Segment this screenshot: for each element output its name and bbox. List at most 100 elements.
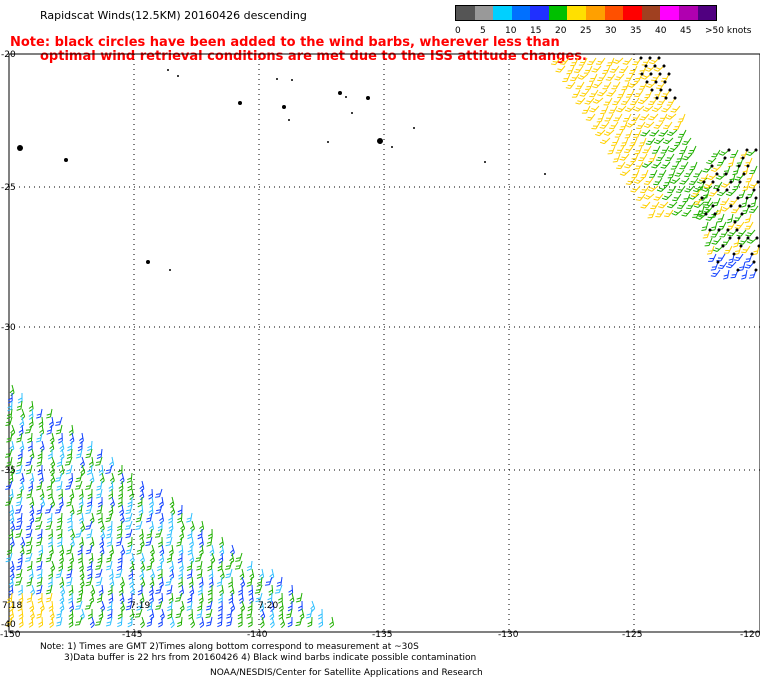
wind-barb (684, 169, 694, 178)
wind-barb (157, 520, 163, 532)
wind-barb (66, 496, 73, 507)
wind-barb (6, 432, 13, 443)
wind-barb (647, 209, 656, 219)
longitude-label: -140 (247, 630, 268, 640)
wind-barb (274, 584, 283, 594)
wind-barb (246, 576, 253, 587)
wind-barb (648, 153, 657, 163)
wind-barb (15, 528, 23, 538)
latitude-label: -40 (1, 620, 16, 630)
wind-barb (78, 512, 84, 524)
wind-barb (24, 424, 33, 434)
wind-barb (719, 228, 730, 238)
wind-barb (57, 528, 63, 540)
wind-barb (591, 65, 602, 73)
wind-barb (656, 185, 668, 192)
wind-barb (97, 512, 103, 524)
wind-barb (207, 560, 213, 572)
wind-barb (7, 592, 13, 604)
wind-barb (219, 536, 224, 548)
wind-barb (684, 185, 695, 193)
legend-tick-label: 10 (505, 26, 517, 36)
wind-barb (66, 576, 73, 587)
legend-swatch (456, 6, 475, 20)
wind-barb (56, 456, 63, 468)
wind-barb (602, 65, 611, 74)
time-label: 7:20 (258, 601, 278, 611)
wind-barb (17, 600, 23, 612)
wind-barb (570, 57, 579, 67)
wind-barb (25, 536, 33, 547)
wind-barb (620, 137, 629, 147)
wind-barb (216, 576, 223, 587)
wind-barb (96, 592, 103, 604)
wind-barb (648, 113, 659, 121)
wind-barb (26, 576, 33, 587)
wind-barb (688, 177, 699, 186)
wind-barb (117, 464, 123, 476)
wind-barb (154, 528, 163, 538)
wind-barb (186, 560, 193, 571)
wind-barb (614, 129, 624, 138)
wind-barb (46, 424, 53, 435)
wind-barb (85, 448, 93, 459)
wind-barb (736, 229, 747, 237)
wind-barb (145, 512, 153, 523)
wind-barb (666, 129, 678, 137)
wind-barb (742, 181, 750, 192)
wind-barb (85, 520, 93, 530)
wind-barb (706, 172, 719, 181)
wind-barb (682, 193, 691, 203)
wind-barb (677, 113, 686, 123)
island (544, 173, 546, 175)
wind-barb (196, 568, 203, 579)
island (351, 112, 353, 114)
wind-barb (28, 568, 34, 580)
wind-barb (25, 528, 33, 539)
wind-barb (721, 236, 732, 246)
wind-barb (651, 72, 662, 82)
island (366, 96, 370, 100)
wind-barb (125, 544, 133, 555)
wind-barb (630, 153, 639, 163)
wind-barb (651, 105, 663, 113)
wind-barb (745, 173, 754, 183)
wind-barb (127, 616, 133, 628)
wind-barb (49, 440, 55, 453)
wind-barb (690, 189, 701, 198)
longitude-label: -130 (498, 630, 519, 640)
wind-barb (247, 600, 253, 612)
wind-barb (27, 432, 33, 444)
wind-barb (25, 456, 33, 467)
wind-barb (186, 568, 193, 580)
legend-tick-label: 0 (455, 26, 461, 36)
wind-barb (138, 528, 144, 540)
wind-barb (36, 480, 43, 491)
wind-barb (76, 592, 83, 603)
wind-barb (155, 504, 163, 514)
wind-barb (176, 536, 183, 547)
wind-barb (59, 576, 65, 589)
wind-barb (49, 608, 55, 621)
wind-barb (259, 600, 265, 612)
wind-barb (19, 472, 25, 485)
wind-barb (75, 528, 83, 538)
wind-barb (640, 169, 649, 179)
wind-barb (47, 448, 53, 460)
legend-tick-label: 20 (555, 26, 567, 36)
wind-barb (584, 97, 595, 105)
wind-barb (672, 193, 682, 202)
wind-barb (5, 480, 13, 490)
longitude-label: -145 (122, 630, 142, 640)
wind-barb (47, 488, 53, 500)
wind-barb (643, 121, 655, 129)
wind-barb (15, 520, 23, 531)
wind-barb (78, 560, 84, 572)
wind-barb (559, 57, 570, 65)
wind-barb (583, 65, 593, 74)
wind-barb (19, 440, 25, 453)
wind-barb (555, 65, 566, 73)
wind-barb (65, 480, 73, 490)
wind-barb (657, 96, 668, 106)
wind-barb (701, 185, 713, 192)
